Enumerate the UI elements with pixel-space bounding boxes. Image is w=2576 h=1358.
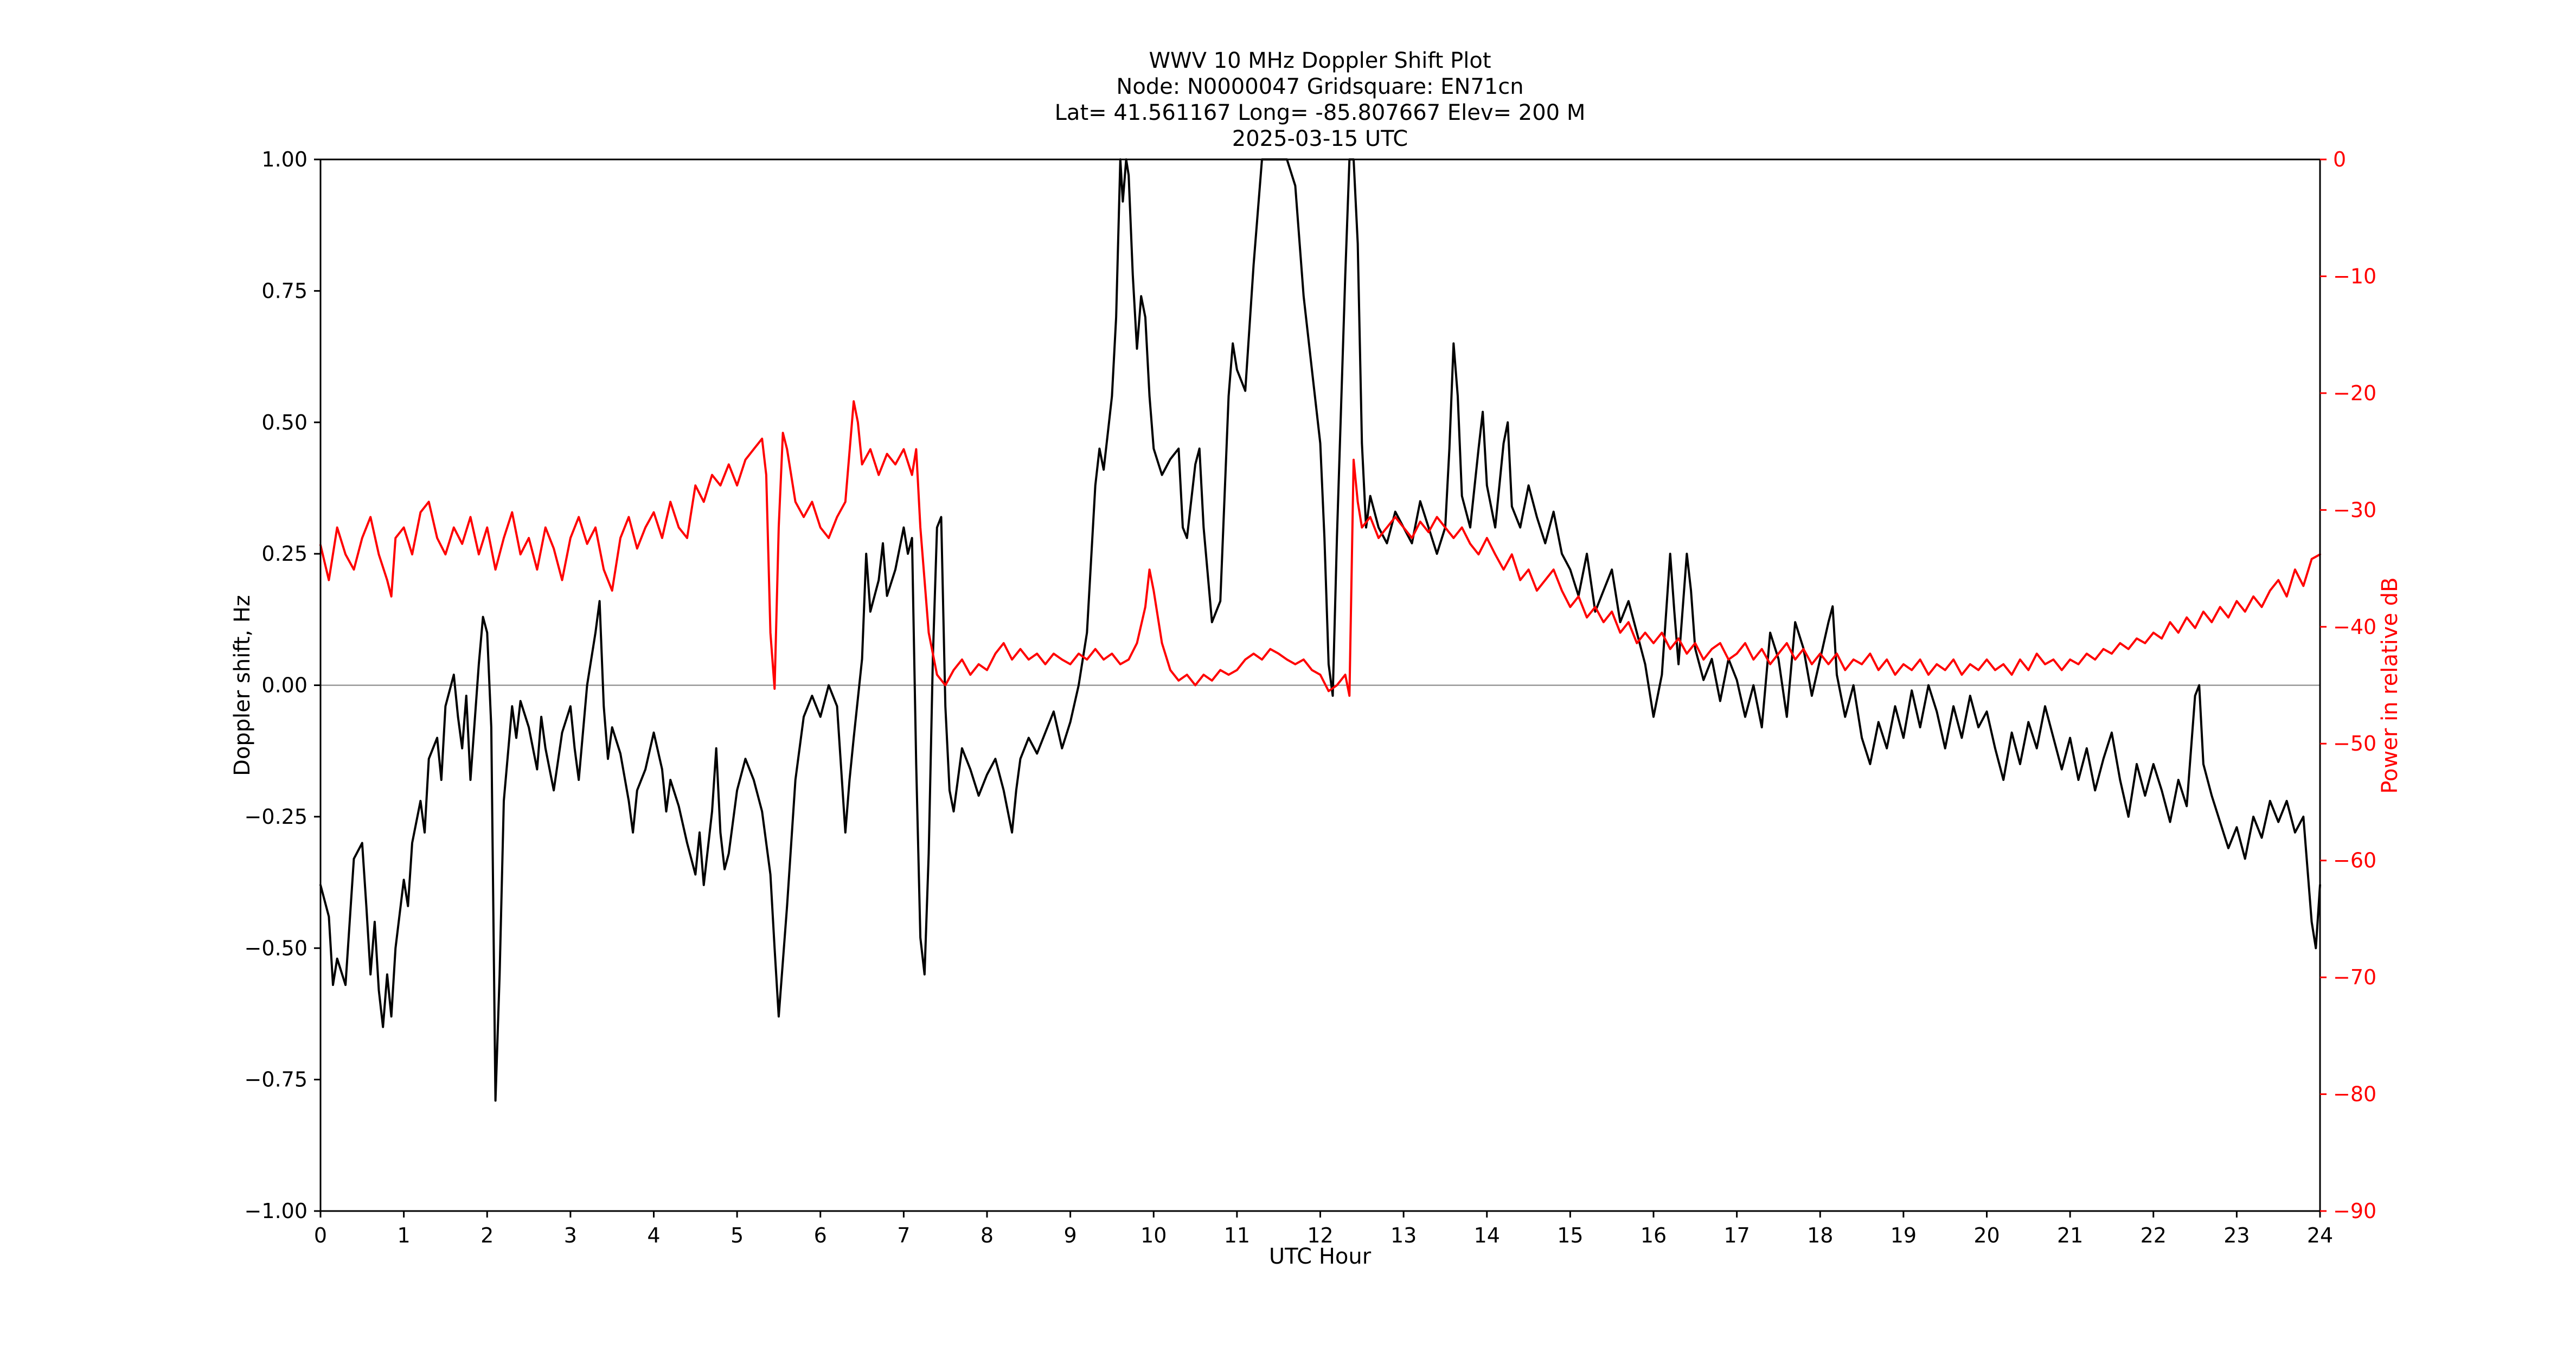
- x-tick-label: 9: [1064, 1224, 1077, 1247]
- right-y-tick-label: −90: [2333, 1199, 2376, 1223]
- power-series-line: [319, 400, 2321, 697]
- left-y-tick-label: 0.00: [261, 674, 307, 697]
- x-tick-label: 24: [2307, 1224, 2333, 1247]
- left-y-tick-label: 0.25: [261, 542, 307, 566]
- x-tick-label: 20: [1973, 1224, 2000, 1247]
- left-y-tick-label: 0.50: [261, 411, 307, 434]
- right-y-tick-label: −80: [2333, 1082, 2376, 1106]
- x-tick-label: 4: [647, 1224, 660, 1247]
- right-y-tick-label: −70: [2333, 965, 2376, 989]
- x-tick-label: 10: [1140, 1224, 1167, 1247]
- x-tick-label: 6: [814, 1224, 827, 1247]
- right-y-tick-label: −40: [2333, 615, 2376, 639]
- left-y-axis-label: Doppler shift, Hz: [230, 595, 255, 776]
- x-tick-label: 12: [1307, 1224, 1333, 1247]
- x-tick-label: 1: [398, 1224, 411, 1247]
- plot-subtitle-node: Node: N0000047 Gridsquare: EN71cn: [1116, 74, 1523, 99]
- right-y-axis-label: Power in relative dB: [2378, 577, 2402, 793]
- right-y-tick-label: 0: [2333, 148, 2346, 171]
- x-tick-label: 17: [1723, 1224, 1750, 1247]
- x-tick-label: 5: [730, 1224, 744, 1247]
- x-tick-label: 11: [1224, 1224, 1250, 1247]
- x-tick-label: 16: [1641, 1224, 1667, 1247]
- x-axis-ticks: 0 1 2 3 4 5 6 7 8 9 10 11 12 13 14 15 16 17 18 19 20 21 22 23 24: [314, 1211, 2333, 1247]
- left-y-tick-label: −0.50: [245, 936, 307, 960]
- left-y-tick-label: −1.00: [245, 1199, 307, 1223]
- x-tick-label: 2: [480, 1224, 494, 1247]
- x-tick-label: 14: [1474, 1224, 1500, 1247]
- x-tick-label: 15: [1557, 1224, 1583, 1247]
- right-y-tick-label: −20: [2333, 381, 2376, 405]
- x-tick-label: 8: [981, 1224, 994, 1247]
- x-tick-label: 0: [314, 1224, 327, 1247]
- x-tick-label: 22: [2141, 1224, 2167, 1247]
- left-y-tick-label: −0.25: [245, 805, 307, 829]
- right-y-tick-label: −60: [2333, 849, 2376, 873]
- x-tick-label: 19: [1891, 1224, 1917, 1247]
- x-axis-label: UTC Hour: [1269, 1244, 1372, 1269]
- x-tick-label: 23: [2223, 1224, 2250, 1247]
- right-y-tick-label: −50: [2333, 732, 2376, 755]
- x-tick-label: 21: [2057, 1224, 2083, 1247]
- plot-subtitle-coords: Lat= 41.561167 Long= -85.807667 Elev= 20…: [1055, 100, 1586, 125]
- left-y-tick-label: −0.75: [245, 1068, 307, 1092]
- plot-subtitle-date: 2025-03-15 UTC: [1232, 126, 1408, 151]
- left-y-tick-label: 0.75: [261, 279, 307, 303]
- right-y-tick-label: −10: [2333, 264, 2376, 288]
- right-y-tick-label: −30: [2333, 498, 2376, 522]
- left-y-tick-label: 1.00: [261, 148, 307, 171]
- x-tick-label: 13: [1390, 1224, 1417, 1247]
- x-tick-label: 3: [564, 1224, 577, 1247]
- x-tick-label: 7: [897, 1224, 910, 1247]
- doppler-series-line: [319, 158, 2321, 1102]
- right-y-axis-ticks: 0 −10 −20 −30 −40 −50 −60 −70 −80 −90: [2320, 148, 2376, 1223]
- x-tick-label: 18: [1807, 1224, 1833, 1247]
- left-y-axis-ticks: 1.00 0.75 0.50 0.25 0.00 −0.25 −0.50 −0.75 −1.00: [245, 148, 321, 1223]
- plot-title: WWV 10 MHz Doppler Shift Plot: [1149, 48, 1491, 73]
